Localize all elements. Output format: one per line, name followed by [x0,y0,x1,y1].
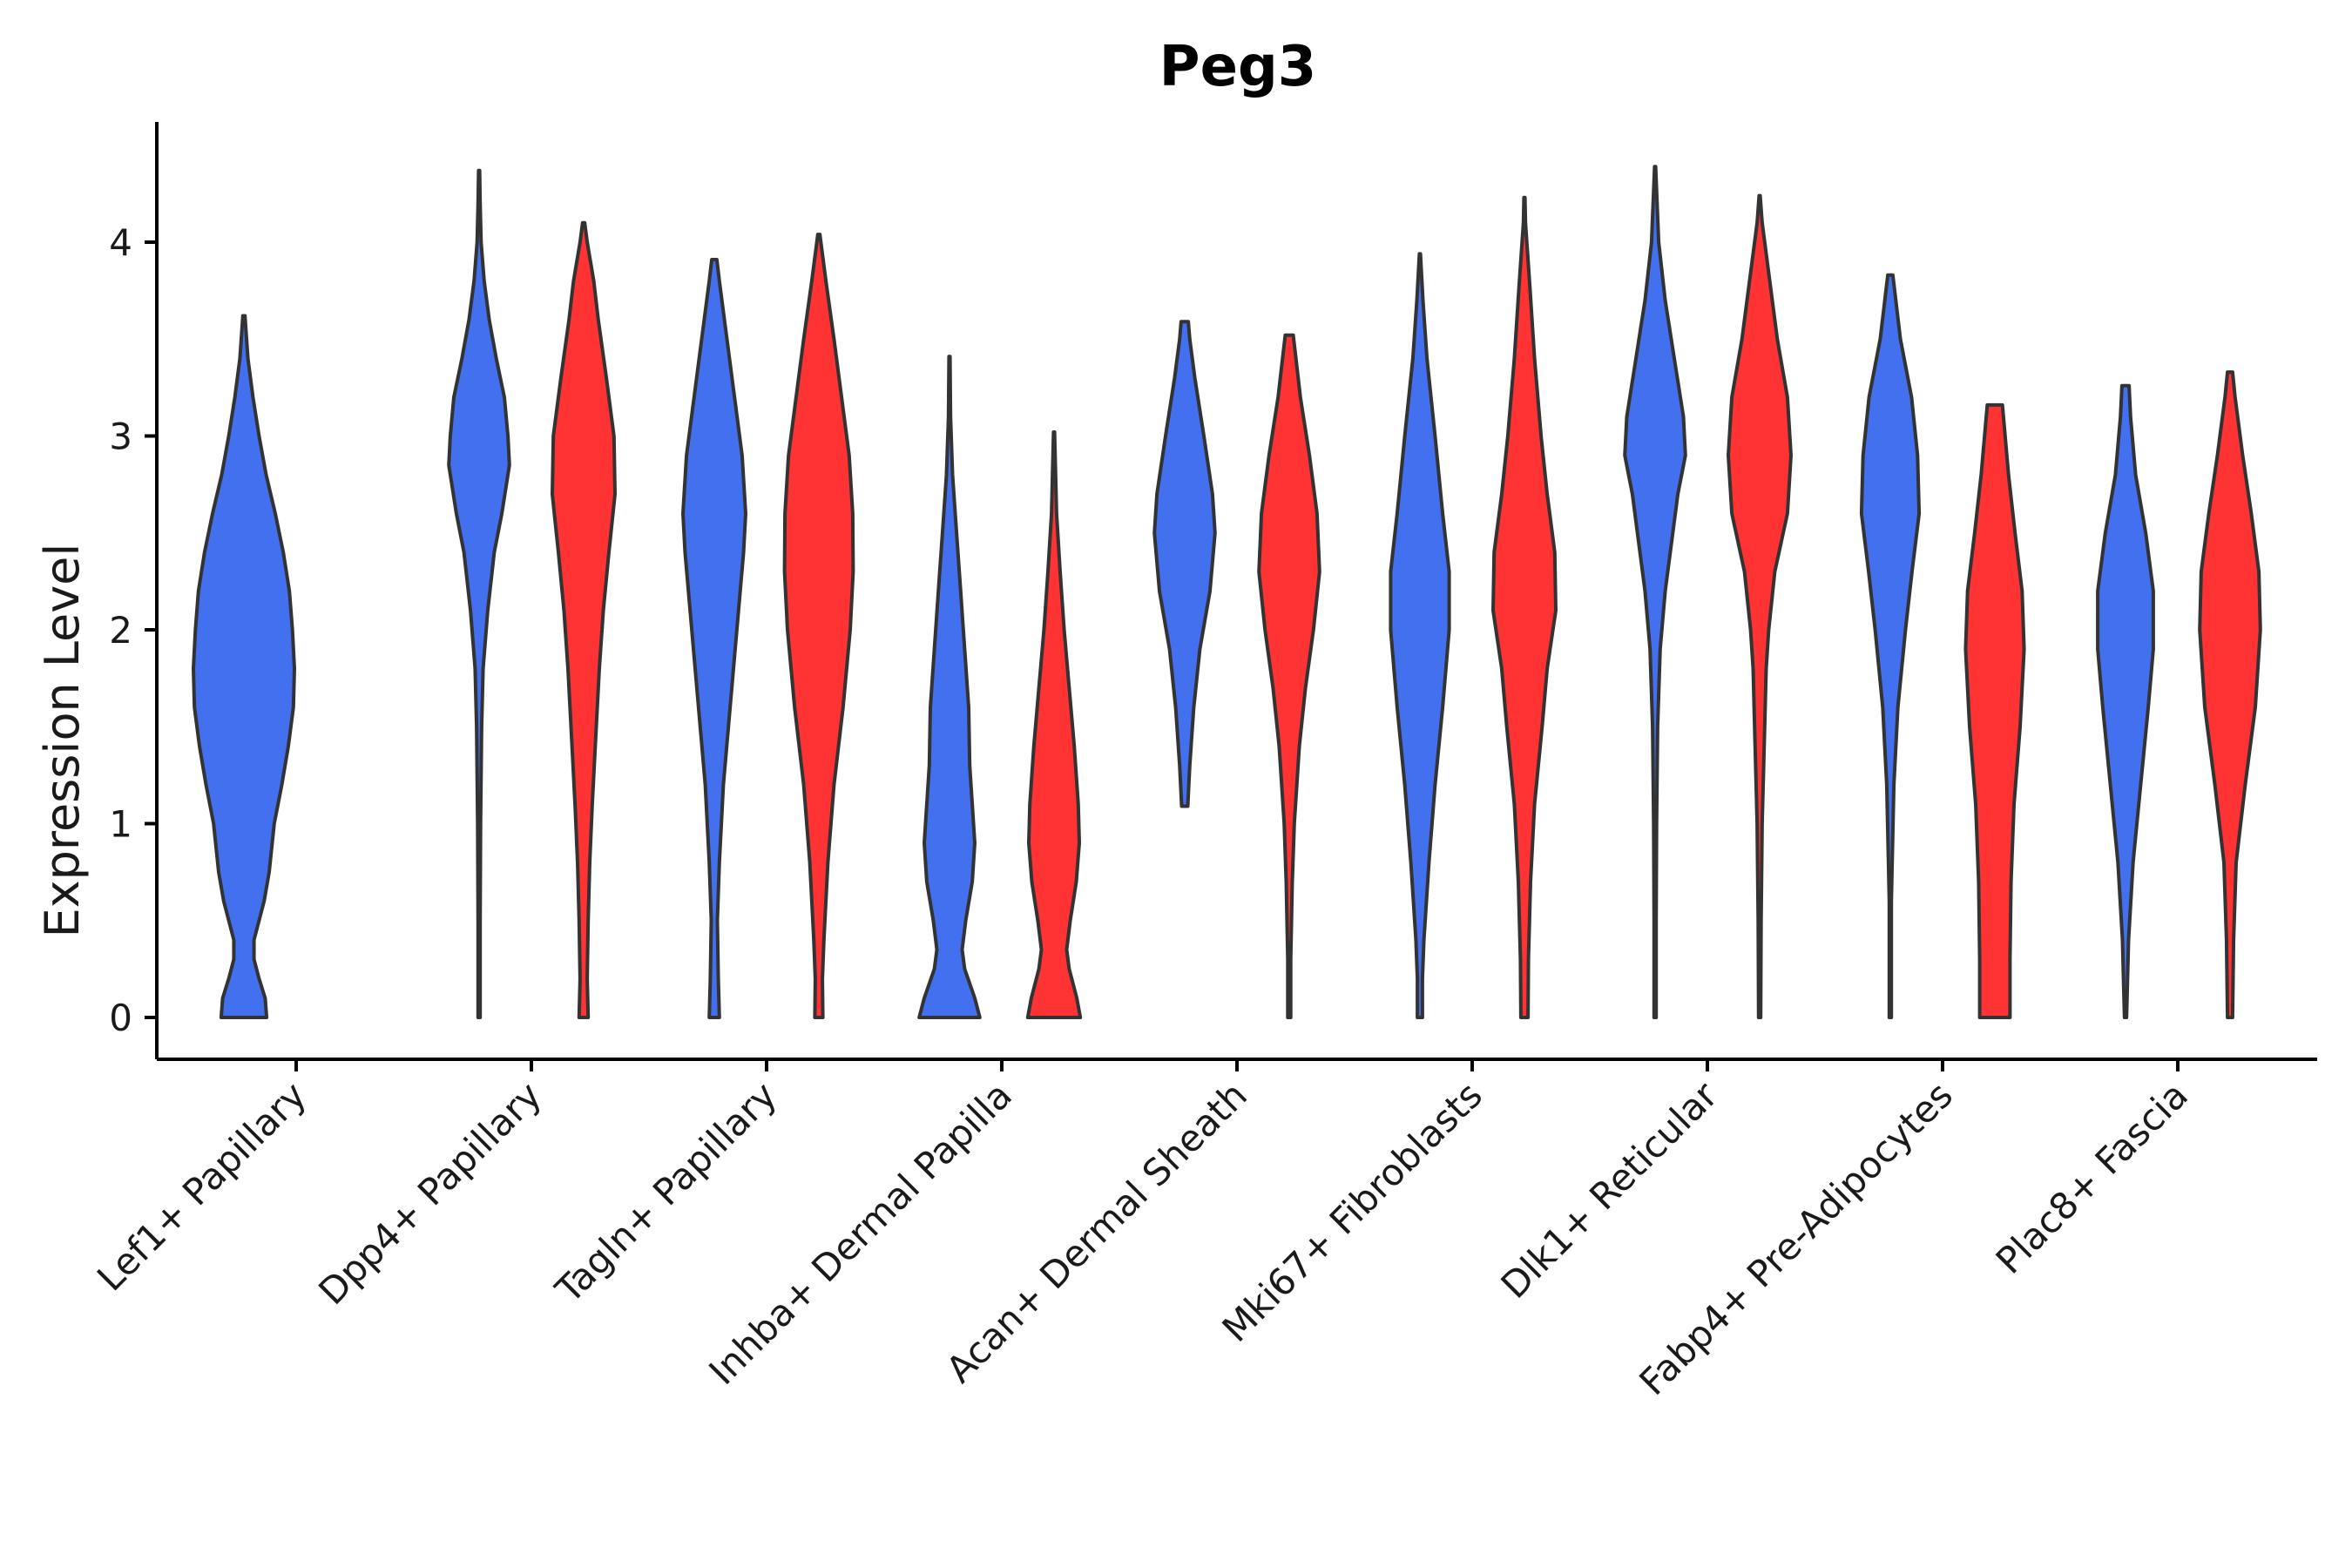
x-tick-label: Mki67+ Fibroblasts [1214,1073,1490,1349]
violin-red-7 [1963,402,2026,1019]
x-tick-label: Lef1+ Papillary [89,1073,314,1299]
y-tick-label: 3 [109,416,132,458]
violin-red-4 [1257,333,1321,1019]
y-axis-title: Expression Level [35,544,90,938]
violin-red-5 [1491,195,1558,1019]
violin-blue-1 [447,168,511,1019]
y-tick-label: 1 [109,803,132,846]
violin-blue-3 [917,355,982,1019]
violin-blue-5 [1389,252,1451,1019]
x-tick-label: Plac8+ Fascia [1988,1073,2196,1281]
violin-red-3 [1025,430,1083,1019]
x-tick-label: Dpp4+ Papillary [310,1073,550,1313]
y-tick-label: 0 [109,997,132,1039]
y-tick-label: 4 [109,221,132,264]
violin-red-2 [782,233,855,1019]
x-tick-label: Dlk1+ Reticular [1493,1073,1727,1307]
violin-red-6 [1727,193,1793,1019]
violin-red-1 [551,220,617,1019]
violin-red-8 [2198,370,2262,1019]
violin-blue-8 [2096,383,2155,1019]
violin-blue-6 [1623,165,1687,1019]
x-tick-label: Tagln+ Papillary [547,1073,785,1311]
chart-title: Peg3 [1159,35,1317,99]
violin-blue-4 [1152,320,1217,808]
violin-blue-7 [1859,273,1922,1019]
violin-blue-0 [192,314,296,1019]
y-tick-label: 2 [109,609,132,652]
violin-group [192,165,2262,1019]
violin-blue-2 [681,258,747,1019]
